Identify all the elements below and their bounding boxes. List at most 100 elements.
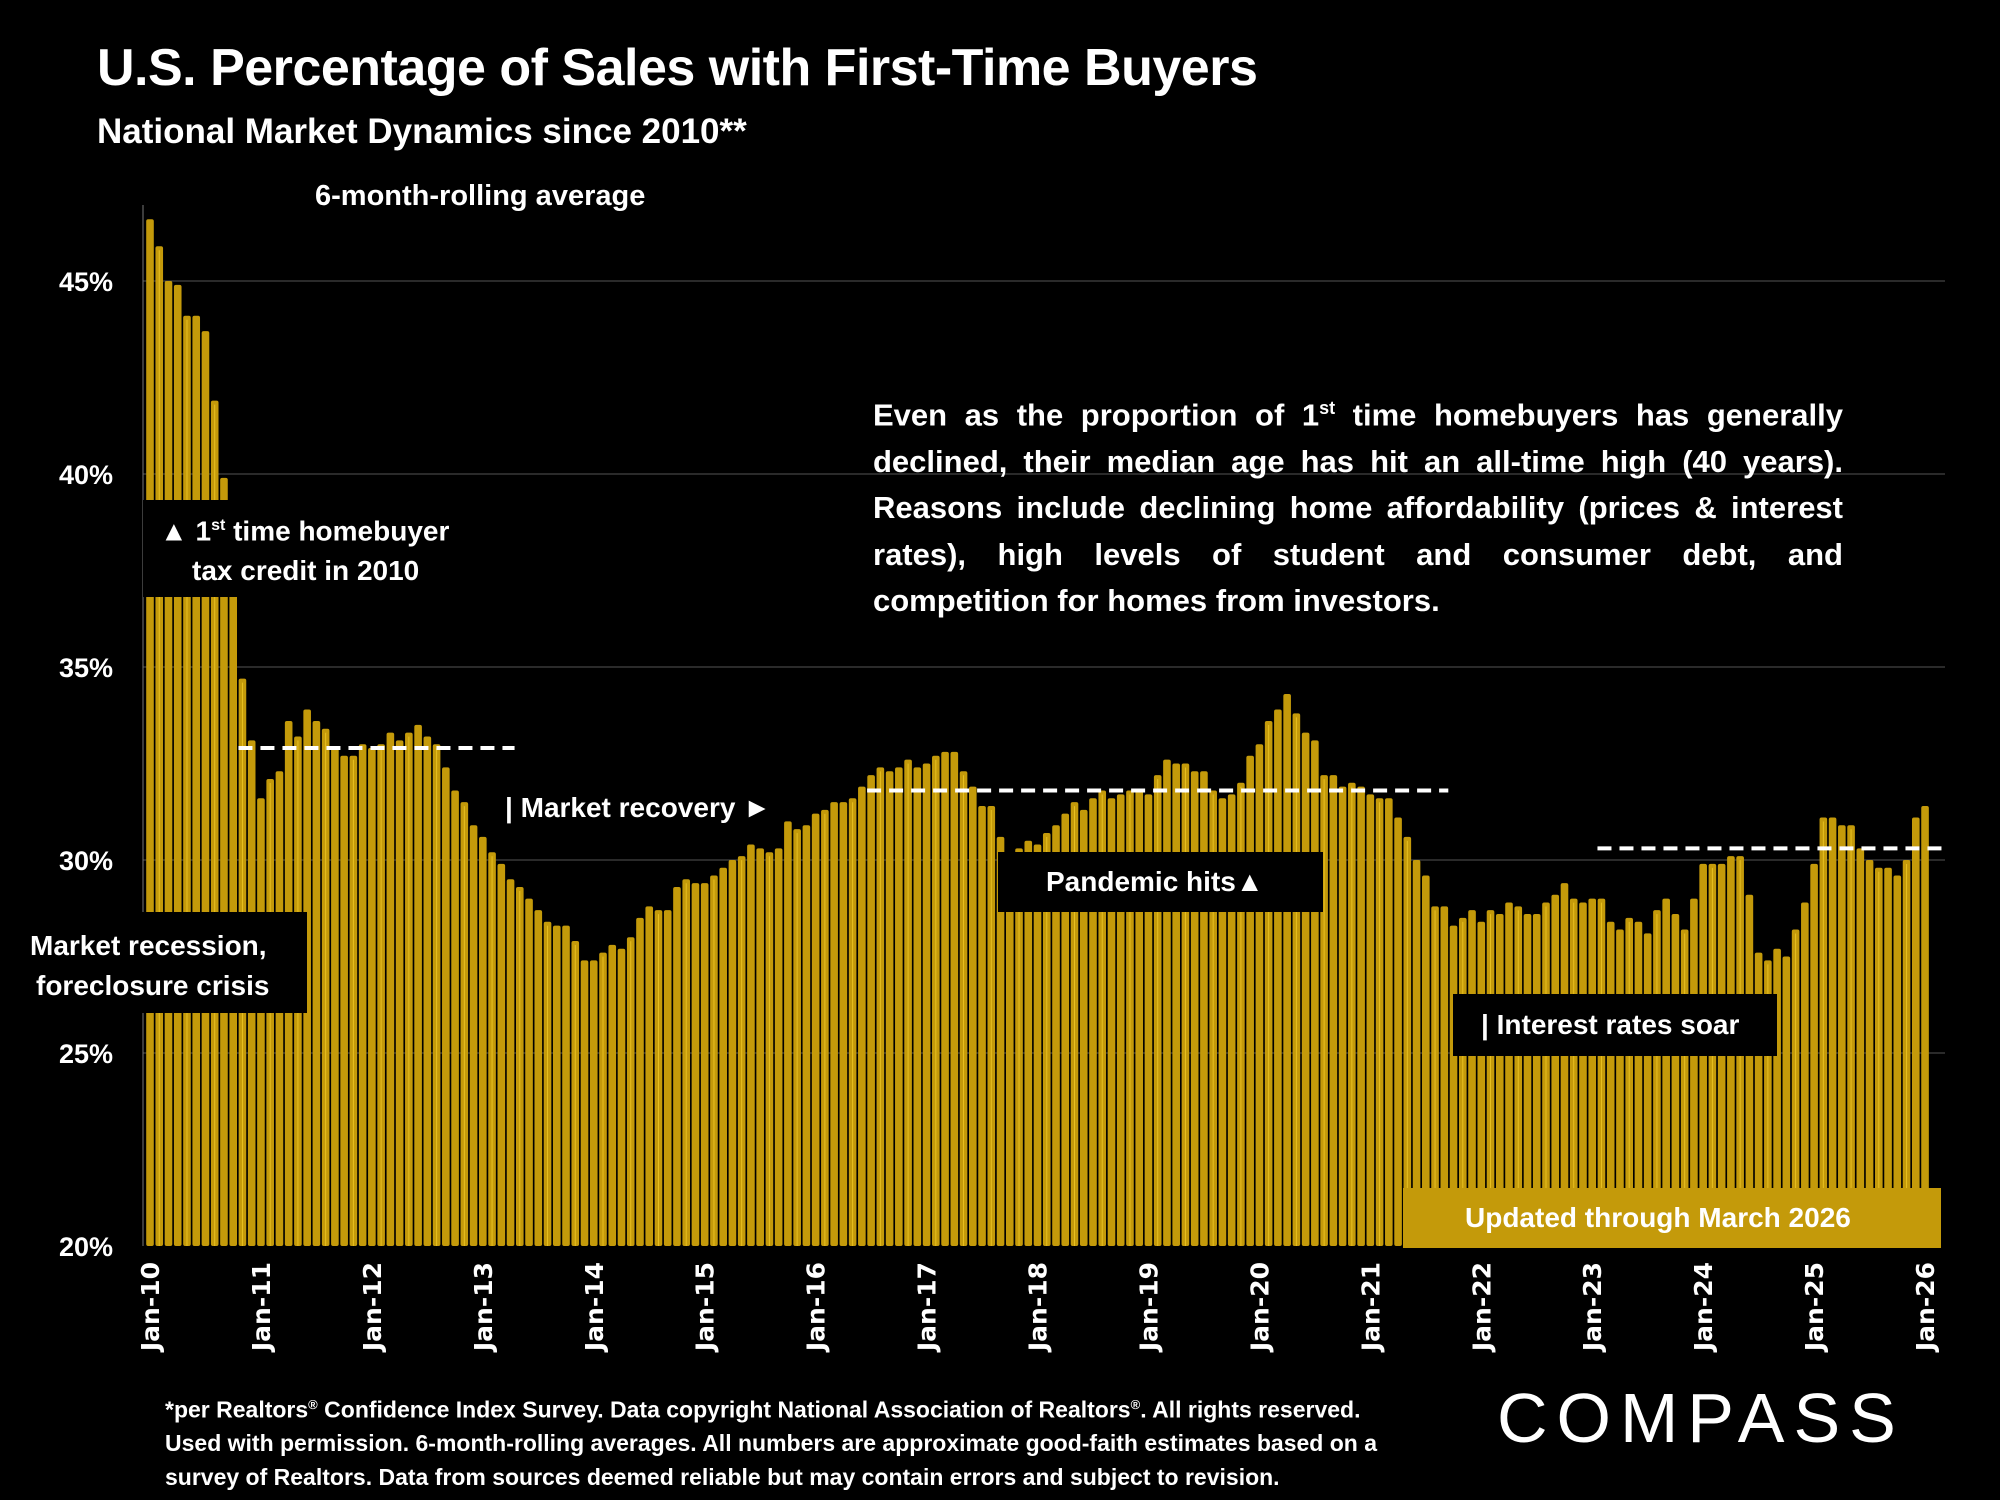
bar <box>645 906 654 1246</box>
bar <box>1856 848 1865 1246</box>
x-tick-label: Jan-24 <box>1689 1262 1718 1353</box>
bar <box>1828 817 1837 1246</box>
x-tick-label: Jan-12 <box>358 1262 387 1353</box>
bar <box>229 531 238 1246</box>
bar <box>552 925 561 1246</box>
tax-credit-annotation <box>143 500 483 597</box>
bar <box>1329 775 1338 1246</box>
x-tick-label: Jan-11 <box>247 1262 276 1353</box>
bar <box>589 960 598 1246</box>
x-axis-ticks: Jan-10 Jan-11 Jan-12 Jan-13 Jan-14 Jan-15 Jan-… <box>136 1262 1940 1353</box>
bar <box>1865 860 1874 1246</box>
footer-disclaimer: *per Realtors® Confidence Index Survey. … <box>165 1388 1465 1494</box>
bar <box>580 960 589 1246</box>
x-tick-label: Jan-17 <box>913 1262 942 1353</box>
bar <box>479 836 487 1246</box>
bar <box>534 910 543 1246</box>
x-tick-label: Jan-15 <box>691 1262 720 1353</box>
bar <box>146 219 154 1247</box>
bar <box>1033 844 1042 1246</box>
bar <box>1412 860 1421 1246</box>
bar <box>451 790 459 1246</box>
bar <box>303 709 311 1246</box>
bar <box>784 821 792 1246</box>
compass-logo: COMPASS <box>1497 1379 1905 1457</box>
bar <box>839 802 848 1246</box>
tax-credit-line2: tax credit in 2010 <box>192 555 420 587</box>
x-tick-label: Jan-10 <box>136 1262 165 1353</box>
bar <box>802 825 811 1246</box>
x-tick-label: Jan-22 <box>1467 1262 1496 1353</box>
bar <box>867 775 875 1246</box>
bar <box>414 724 422 1246</box>
bar <box>1394 817 1402 1246</box>
x-tick-label: Jan-14 <box>580 1262 609 1353</box>
tax-credit-sup: st <box>211 517 226 534</box>
x-tick-label: Jan-16 <box>802 1262 831 1353</box>
y-tick-label: 40% <box>59 460 113 490</box>
bar <box>608 944 617 1246</box>
bar <box>1163 759 1171 1246</box>
pandemic-text: Pandemic hits▲ <box>1046 866 1264 897</box>
y-tick-label: 30% <box>59 846 113 876</box>
bar <box>719 867 727 1246</box>
bar <box>1440 906 1449 1246</box>
bar <box>395 740 404 1246</box>
interest-rates-text: | Interest rates soar <box>1481 1009 1740 1040</box>
bar <box>423 736 432 1246</box>
bar <box>1200 771 1208 1246</box>
bar <box>691 883 700 1246</box>
bar <box>1274 709 1282 1246</box>
bar <box>895 767 903 1246</box>
footer-line1: *per Realtors® Confidence Index Survey. … <box>165 1388 1465 1427</box>
bar <box>1024 840 1033 1246</box>
bar <box>747 844 755 1246</box>
x-tick-label: Jan-19 <box>1134 1262 1163 1353</box>
bar <box>497 863 506 1246</box>
x-tick-label: Jan-26 <box>1911 1262 1940 1353</box>
bar <box>969 786 977 1246</box>
bar <box>201 331 210 1246</box>
note-text: Even as the proportion of 1 <box>873 397 1320 433</box>
recession-annotation: Market recession, foreclosure crisis <box>20 912 307 1013</box>
bar <box>1745 894 1754 1246</box>
bar <box>164 281 173 1246</box>
bar <box>1422 875 1430 1246</box>
recession-line2: foreclosure crisis <box>36 970 270 1001</box>
bar <box>756 848 764 1246</box>
bar <box>996 836 1005 1246</box>
bar <box>1884 867 1892 1246</box>
footer-line3: survey of Realtors. Data from sources de… <box>165 1463 1280 1490</box>
bar <box>358 744 367 1246</box>
bar <box>811 813 820 1246</box>
bar <box>220 477 228 1246</box>
recession-line1: Market recession, <box>30 930 267 961</box>
reference-lines <box>238 746 1948 851</box>
bar <box>442 767 450 1246</box>
market-recovery-annotation: | Market recovery ► <box>505 792 771 823</box>
bar <box>1551 894 1560 1246</box>
tax-credit-line1: ▲ 1 <box>160 515 212 547</box>
bar <box>913 767 922 1246</box>
note-text-rest: time homebuyers has generally declined, … <box>873 397 1843 619</box>
footer-line1-b: Confidence Index Survey. Data copyright … <box>317 1396 1131 1423</box>
bar <box>469 825 478 1246</box>
x-tick-label: Jan-21 <box>1356 1262 1385 1353</box>
bar <box>1246 755 1254 1246</box>
bar <box>774 848 783 1246</box>
bar <box>1911 817 1920 1246</box>
bar <box>1079 809 1088 1246</box>
bar <box>562 925 570 1246</box>
footer-line1-a: *per Realtors <box>165 1396 309 1423</box>
bar <box>1662 898 1670 1246</box>
bar <box>673 887 681 1246</box>
bar <box>700 883 709 1246</box>
y-tick-label: 20% <box>59 1232 113 1262</box>
bar <box>1255 744 1264 1246</box>
bar <box>1505 902 1513 1246</box>
bar <box>978 805 986 1246</box>
bar <box>340 755 348 1246</box>
chart-subtitle: National Market Dynamics since 2010** <box>97 112 747 151</box>
bar <box>173 284 182 1246</box>
